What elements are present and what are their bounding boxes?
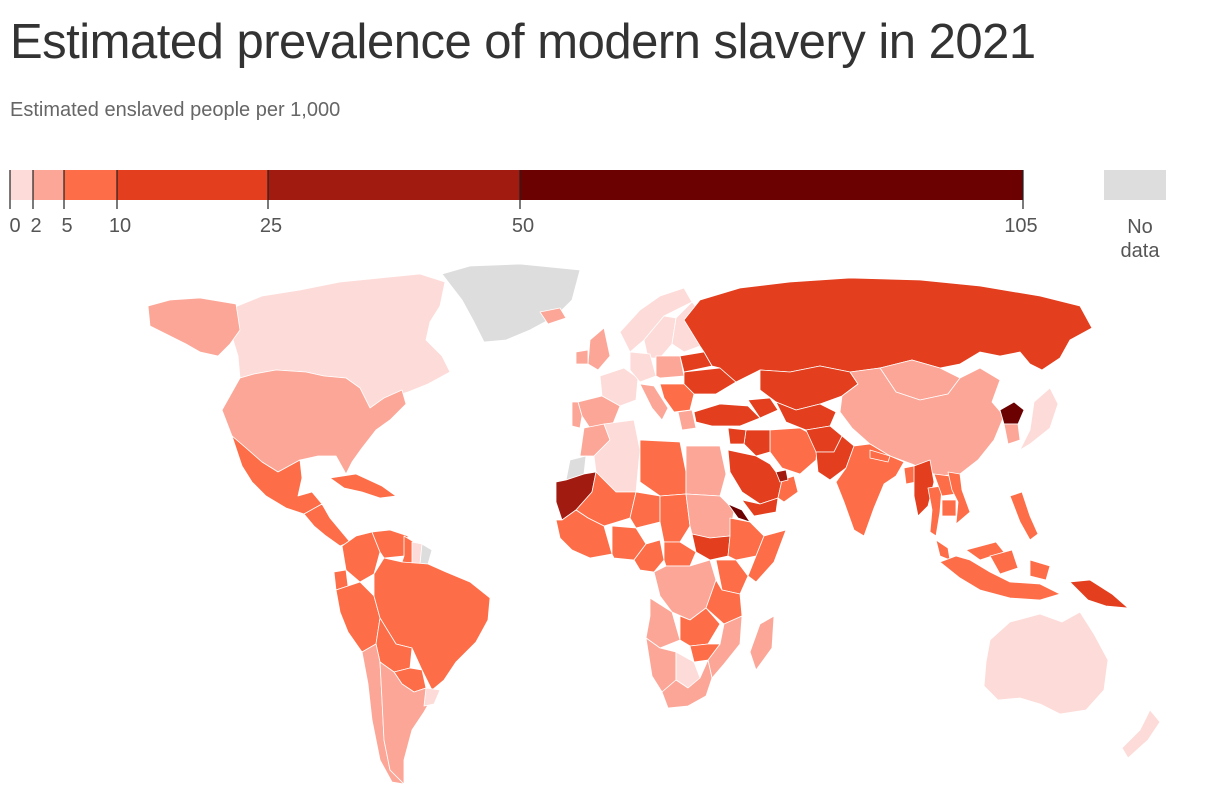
country-somalia: [747, 529, 787, 583]
legend-tick-label: 105: [1004, 215, 1037, 237]
map-subtitle: Estimated enslaved people per 1,000: [10, 99, 341, 121]
country-cambodia: [941, 499, 957, 517]
country-saudi-arabia: [727, 449, 783, 505]
legend-tick-label: 2: [30, 215, 41, 237]
country-libya: [639, 439, 687, 497]
country-uruguay: [423, 687, 441, 707]
country-iraq: [743, 429, 771, 457]
country-uae: [775, 469, 789, 483]
legend-swatch: [117, 170, 268, 200]
country-oman: [777, 475, 799, 503]
map-title: Estimated prevalence of modern slavery i…: [10, 15, 1036, 69]
country-united-kingdom: [587, 327, 611, 371]
legend-no-data-swatch: [1104, 170, 1166, 200]
country-iran: [769, 427, 819, 475]
legend-tick-label: 10: [109, 215, 131, 237]
legend-tick-label: 0: [9, 215, 20, 237]
country-mexico: [231, 435, 323, 515]
country-italy: [639, 383, 669, 421]
country-india: [835, 443, 905, 537]
country-australia: [983, 611, 1109, 715]
country-thailand: [927, 485, 943, 537]
country-nepal: [869, 449, 891, 463]
country-caucasus: [747, 397, 779, 419]
country-iceland: [539, 307, 567, 325]
country-kenya: [715, 559, 749, 595]
legend-swatch: [33, 170, 64, 200]
country-south-korea: [1003, 423, 1021, 445]
country-germany: [629, 351, 657, 383]
legend-swatch: [64, 170, 117, 200]
country-south-africa: [661, 659, 713, 709]
legend-tick-label: 5: [61, 215, 72, 237]
country-egypt: [685, 445, 727, 497]
country-turkey: [693, 403, 761, 427]
country-vietnam: [947, 471, 971, 525]
legend-no-data-label: No: [1127, 216, 1153, 238]
legend: 0 2 5 10 25 50 105 No data: [9, 170, 1166, 262]
legend-swatch: [520, 170, 1023, 200]
country-myanmar: [913, 459, 935, 517]
world-map: [147, 263, 1161, 785]
country-south-sudan: [691, 533, 731, 561]
country-russia: [683, 277, 1093, 383]
country-alaska: [147, 297, 241, 357]
country-colombia: [341, 531, 381, 583]
country-yemen: [741, 497, 779, 517]
legend-swatch: [10, 170, 33, 200]
country-central-african-republic: [663, 541, 697, 567]
legend-tick-label: 50: [512, 215, 534, 237]
country-ireland: [575, 349, 589, 365]
legend-no-data-label-2: data: [1121, 240, 1161, 262]
country-ethiopia: [727, 517, 765, 561]
country-poland: [655, 355, 685, 379]
country-caribbean: [329, 473, 397, 499]
country-china: [839, 367, 1005, 477]
country-new-zealand: [1121, 709, 1161, 759]
country-french-guiana: [419, 543, 433, 565]
country-peru: [335, 581, 381, 653]
country-zimbabwe: [689, 643, 721, 663]
legend-tick-label: 25: [260, 215, 282, 237]
country-central-asia: [775, 401, 837, 431]
country-papua-new-guinea: [1069, 579, 1129, 609]
country-niger: [629, 491, 661, 529]
country-chad: [659, 493, 691, 543]
country-philippines: [1009, 491, 1039, 541]
country-portugal: [571, 401, 583, 429]
country-greenland: [441, 263, 581, 343]
country-greece: [677, 409, 697, 431]
country-central-america: [303, 503, 351, 547]
country-madagascar: [749, 615, 775, 671]
country-sudan: [685, 493, 735, 539]
country-west-africa: [555, 509, 613, 559]
country-syria: [727, 427, 747, 445]
country-zambia: [679, 607, 721, 647]
country-north-korea: [999, 401, 1025, 425]
country-indonesia: [939, 549, 1061, 601]
country-argentina: [379, 661, 433, 785]
country-japan: [1019, 387, 1059, 451]
legend-swatch: [268, 170, 520, 200]
